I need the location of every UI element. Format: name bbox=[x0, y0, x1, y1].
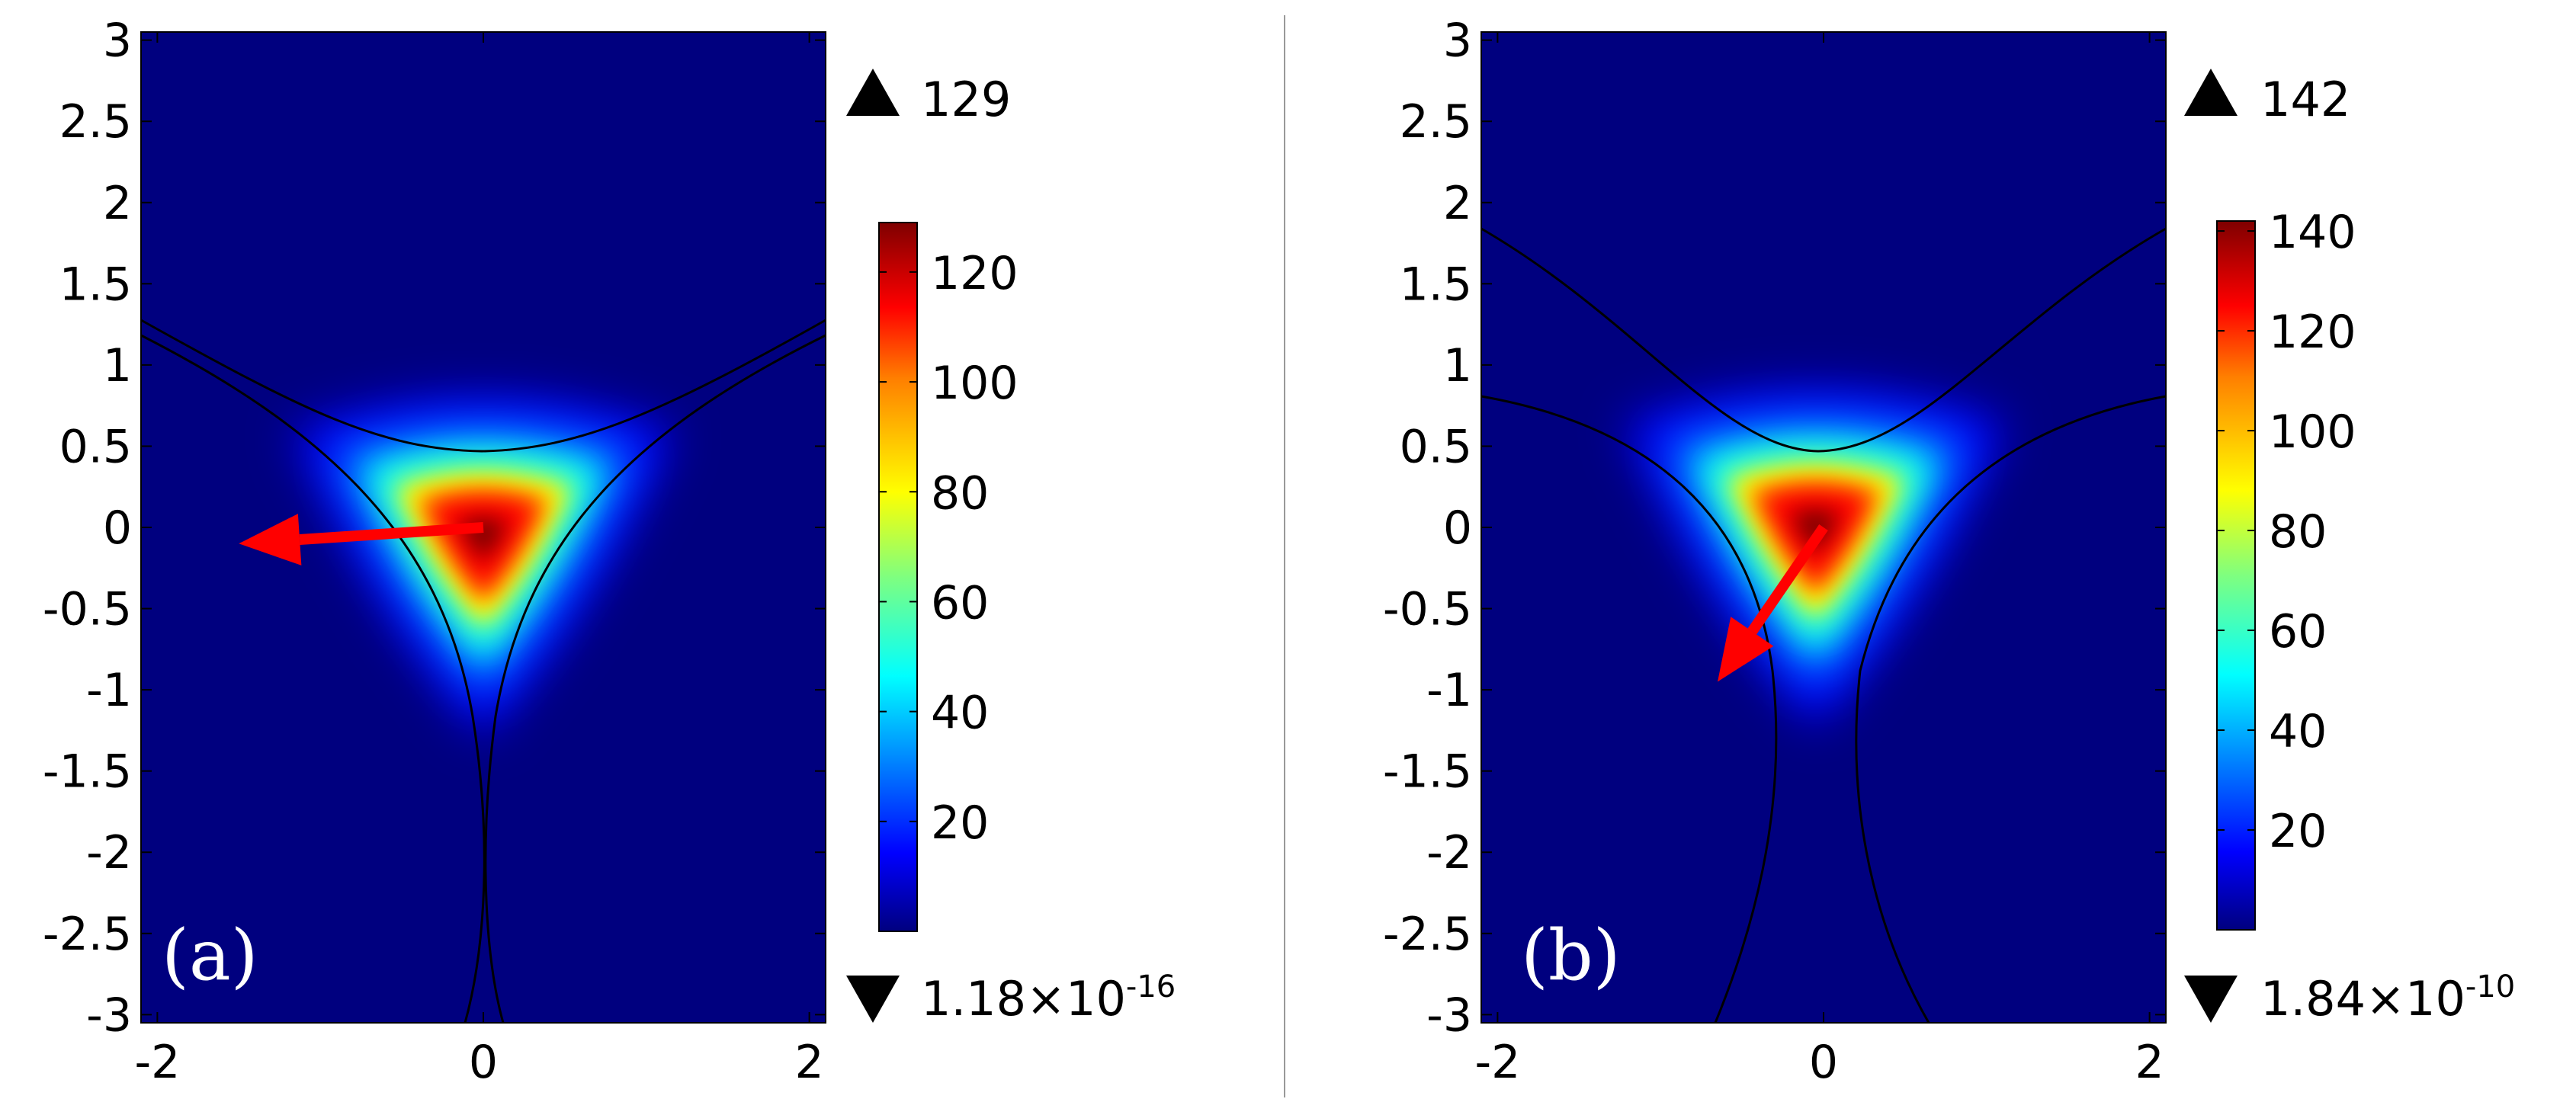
intensity-glow bbox=[293, 397, 674, 736]
boundary-curves bbox=[140, 319, 826, 1024]
colorbar-tick-label: 100 bbox=[931, 357, 1019, 410]
y-tick-label: 3 bbox=[1443, 14, 1472, 68]
colorbar-tick-label: 60 bbox=[2269, 605, 2327, 658]
y-axis: 3 2.5 2 1.5 1 0.5 0 -0.5 -1 -1.5 -2 -2.5 -3 bbox=[1383, 14, 2166, 1042]
colorbar-tick-label: 60 bbox=[931, 576, 989, 630]
boundary-curves bbox=[1480, 227, 2167, 1024]
y-tick-label: -1.5 bbox=[1383, 745, 1472, 799]
y-tick-label: 1 bbox=[1443, 339, 1472, 392]
y-tick-label: -1 bbox=[86, 664, 132, 717]
min-value: 1.84×10-10 bbox=[2260, 969, 2515, 1027]
x-tick-label: -2 bbox=[134, 1036, 180, 1089]
y-tick-label: -3 bbox=[1426, 988, 1472, 1042]
arrow-head-icon bbox=[1718, 617, 1774, 682]
colorbar-tick-label: 20 bbox=[2269, 805, 2327, 858]
arrow-shaft bbox=[1747, 524, 1828, 635]
min-triangle-icon bbox=[846, 976, 900, 1023]
y-tick-label: 0.5 bbox=[1400, 420, 1472, 473]
y-tick-label: 0 bbox=[103, 501, 132, 555]
x-tick-label: 2 bbox=[795, 1036, 824, 1089]
y-tick-label: -2 bbox=[86, 826, 132, 880]
x-tick-label: 0 bbox=[469, 1036, 498, 1089]
max-triangle-icon bbox=[2184, 69, 2238, 116]
y-tick-label: 1.5 bbox=[59, 258, 132, 311]
min-value: 1.18×10-16 bbox=[921, 969, 1176, 1027]
colorbar-tick-label: 100 bbox=[2269, 405, 2356, 459]
max-value: 142 bbox=[2260, 72, 2350, 127]
x-axis: -2 0 2 bbox=[134, 32, 824, 1089]
y-axis: 3 2.5 2 1.5 1 0.5 0 -0.5 -1 -1.5 -2 -2.5 -3 bbox=[43, 14, 826, 1042]
y-tick-label: 0 bbox=[1443, 501, 1472, 555]
colorbar-ticks: 20 40 60 80 100 120 140 bbox=[2217, 206, 2356, 858]
colorbar-ticks: 20 40 60 80 100 120 bbox=[879, 247, 1019, 850]
y-tick-label: 1.5 bbox=[1400, 258, 1472, 311]
colorbar-tick-label: 80 bbox=[931, 466, 989, 520]
arrow-head-icon bbox=[239, 514, 302, 566]
arrow-shaft bbox=[299, 522, 484, 545]
max-triangle-icon bbox=[846, 69, 900, 116]
colorbar bbox=[2216, 220, 2256, 931]
y-tick-label: -1.5 bbox=[43, 745, 132, 799]
y-tick-label: -2 bbox=[1426, 826, 1472, 880]
y-tick-label: 2.5 bbox=[1400, 95, 1472, 149]
y-tick-label: -2.5 bbox=[1383, 908, 1472, 961]
x-tick-label: -2 bbox=[1474, 1036, 1520, 1089]
panel-label: (a) bbox=[162, 915, 258, 996]
y-tick-label: -0.5 bbox=[43, 583, 132, 636]
direction-arrow bbox=[239, 514, 484, 566]
y-tick-label: -0.5 bbox=[1383, 583, 1472, 636]
y-tick-label: 2 bbox=[1443, 177, 1472, 230]
direction-arrow bbox=[1718, 524, 1828, 682]
x-tick-label: 0 bbox=[1809, 1036, 1838, 1089]
max-value: 129 bbox=[921, 72, 1011, 127]
y-tick-label: -3 bbox=[86, 988, 132, 1042]
y-tick-label: 3 bbox=[103, 14, 132, 68]
panel-a: 3 2.5 2 1.5 1 0.5 0 -0.5 -1 -1.5 -2 -2.5 -3 -2 0 2 (a)… bbox=[43, 14, 1176, 1089]
colorbar-tick-label: 120 bbox=[931, 247, 1019, 300]
x-tick-label: 2 bbox=[2135, 1036, 2164, 1089]
colorbar-tick-label: 40 bbox=[931, 687, 989, 740]
y-tick-label: 1 bbox=[103, 339, 132, 392]
y-tick-label: 0.5 bbox=[59, 420, 132, 473]
y-tick-label: 2 bbox=[103, 177, 132, 230]
colorbar-tick-label: 80 bbox=[2269, 505, 2327, 559]
panel-b: 3 2.5 2 1.5 1 0.5 0 -0.5 -1 -1.5 -2 -2.5 -3 -2 0 2 (b)… bbox=[1383, 14, 2515, 1089]
panel-label: (b) bbox=[1521, 915, 1621, 996]
colorbar bbox=[878, 222, 918, 932]
x-axis: -2 0 2 bbox=[1474, 32, 2164, 1089]
colorbar-tick-label: 20 bbox=[931, 796, 989, 850]
y-tick-label: -1 bbox=[1426, 664, 1472, 717]
colorbar-tick-label: 120 bbox=[2269, 306, 2356, 359]
y-tick-label: -2.5 bbox=[43, 908, 132, 961]
y-tick-label: 2.5 bbox=[59, 95, 132, 149]
colorbar-tick-label: 40 bbox=[2269, 705, 2327, 758]
colorbar-tick-label: 140 bbox=[2269, 206, 2356, 259]
min-triangle-icon bbox=[2184, 976, 2238, 1023]
